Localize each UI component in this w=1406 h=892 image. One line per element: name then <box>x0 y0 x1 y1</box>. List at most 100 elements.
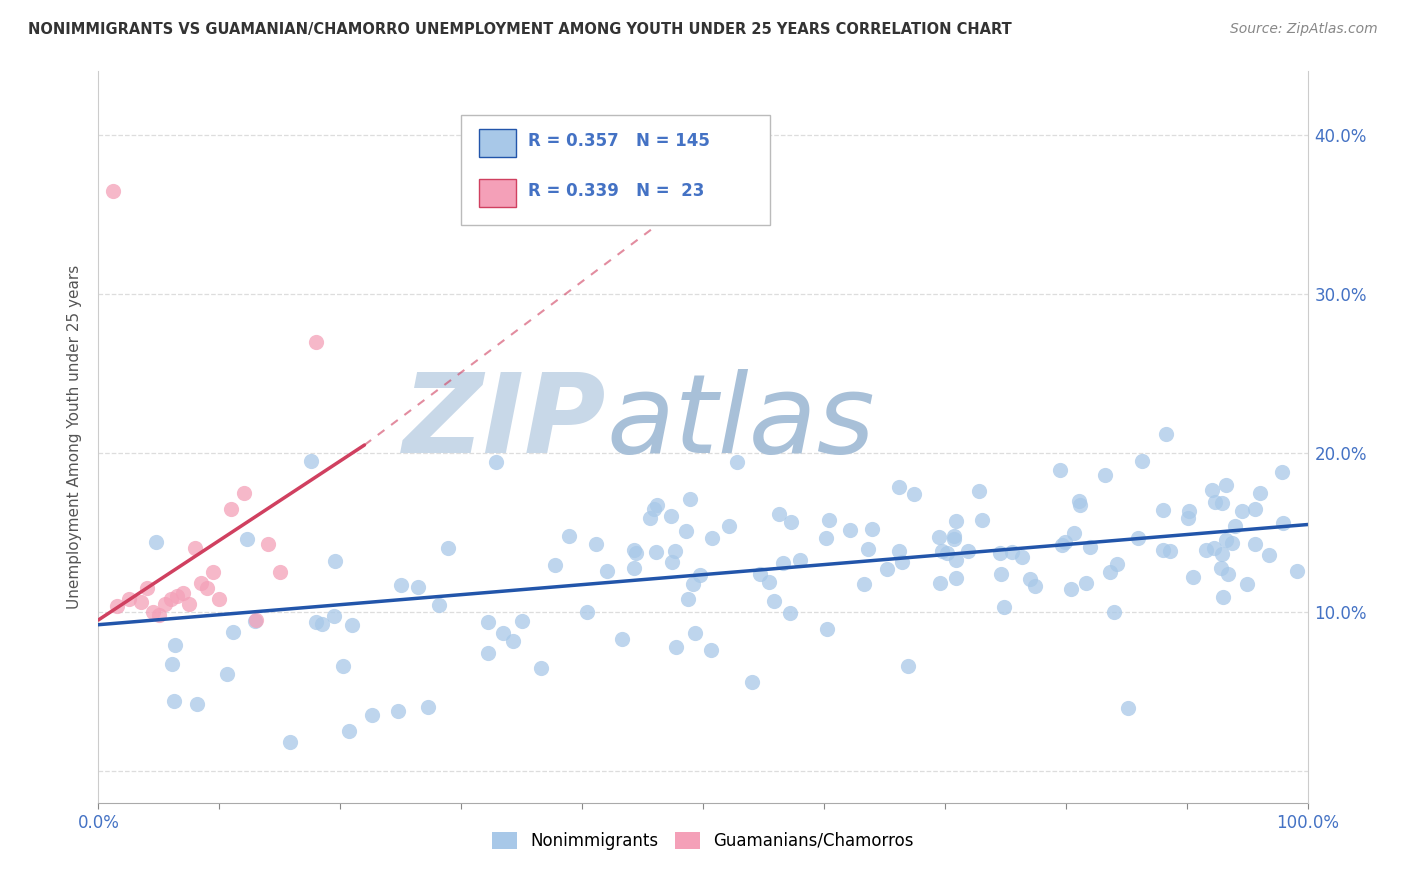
Point <box>153 597 176 611</box>
Point <box>1181 570 1204 584</box>
Point <box>256 536 278 550</box>
Point <box>700 643 723 657</box>
Point <box>858 541 880 556</box>
Point <box>208 592 231 607</box>
Point <box>779 515 801 529</box>
Point <box>943 528 966 542</box>
Point <box>967 484 990 499</box>
Point <box>664 543 686 558</box>
Text: R = 0.339   N =  23: R = 0.339 N = 23 <box>527 182 704 200</box>
Point <box>890 555 912 569</box>
Point <box>970 513 993 527</box>
Point <box>814 531 837 545</box>
Point <box>186 697 208 711</box>
Text: NONIMMIGRANTS VS GUAMANIAN/CHAMORRO UNEMPLOYMENT AMONG YOUTH UNDER 25 YEARS CORR: NONIMMIGRANTS VS GUAMANIAN/CHAMORRO UNEM… <box>28 22 1012 37</box>
Point <box>269 566 291 580</box>
Point <box>142 605 165 619</box>
Point <box>623 560 645 574</box>
Point <box>741 675 763 690</box>
Point <box>202 566 225 580</box>
Point <box>1244 502 1267 516</box>
Point <box>299 454 322 468</box>
Point <box>1098 566 1121 580</box>
Point <box>772 556 794 570</box>
Point <box>897 659 920 673</box>
Point <box>485 455 508 469</box>
Point <box>815 622 838 636</box>
FancyBboxPatch shape <box>479 179 516 207</box>
Text: R = 0.357   N = 145: R = 0.357 N = 145 <box>527 132 710 150</box>
Point <box>1105 558 1128 572</box>
Point <box>1094 468 1116 483</box>
Point <box>389 578 412 592</box>
Point <box>661 555 683 569</box>
Point <box>105 599 128 613</box>
Text: Source: ZipAtlas.com: Source: ZipAtlas.com <box>1230 22 1378 37</box>
Point <box>990 566 1012 581</box>
Text: ZIP: ZIP <box>402 369 606 476</box>
Point <box>245 613 267 627</box>
Point <box>118 592 141 607</box>
Point <box>749 567 772 582</box>
Point <box>1000 545 1022 559</box>
Point <box>689 567 711 582</box>
Point <box>165 638 187 652</box>
Point <box>160 592 183 607</box>
Text: atlas: atlas <box>606 369 875 476</box>
Point <box>135 581 157 595</box>
Point <box>931 543 953 558</box>
Point <box>530 660 553 674</box>
Point <box>993 599 1015 614</box>
Point <box>768 507 790 521</box>
Point <box>1018 573 1040 587</box>
Point <box>1215 477 1237 491</box>
Point <box>1049 463 1071 477</box>
Point <box>1159 544 1181 558</box>
Point <box>163 694 186 708</box>
Point <box>943 532 966 546</box>
Point <box>928 529 950 543</box>
Point <box>1177 504 1199 518</box>
Point <box>945 571 967 585</box>
Point <box>718 518 741 533</box>
Point <box>190 576 212 591</box>
Point <box>638 510 661 524</box>
Point <box>935 546 957 560</box>
Point <box>332 659 354 673</box>
Point <box>789 553 811 567</box>
Point <box>232 485 254 500</box>
Point <box>643 501 665 516</box>
Point <box>148 608 170 623</box>
Point <box>676 592 699 607</box>
Point <box>1258 548 1281 562</box>
Point <box>427 598 450 612</box>
Point <box>502 634 524 648</box>
Point <box>1202 541 1225 555</box>
Point <box>1271 465 1294 479</box>
Point <box>1054 535 1077 549</box>
Point <box>558 529 581 543</box>
Point <box>278 735 301 749</box>
Point <box>990 546 1012 560</box>
Point <box>1078 541 1101 555</box>
Point <box>342 617 364 632</box>
Point <box>1244 537 1267 551</box>
Point <box>101 184 124 198</box>
Point <box>1116 700 1139 714</box>
Point <box>1271 516 1294 530</box>
Point <box>1152 543 1174 558</box>
Point <box>839 523 862 537</box>
Point <box>683 626 706 640</box>
Point <box>1211 561 1233 575</box>
Point <box>700 531 723 545</box>
Point <box>437 541 460 556</box>
Point <box>596 564 619 578</box>
Point <box>1220 536 1243 550</box>
Point <box>166 589 188 603</box>
Point <box>387 704 409 718</box>
Point <box>1211 496 1233 510</box>
Point <box>236 533 259 547</box>
Point <box>1286 564 1309 578</box>
Point <box>145 535 167 549</box>
Point <box>1024 579 1046 593</box>
